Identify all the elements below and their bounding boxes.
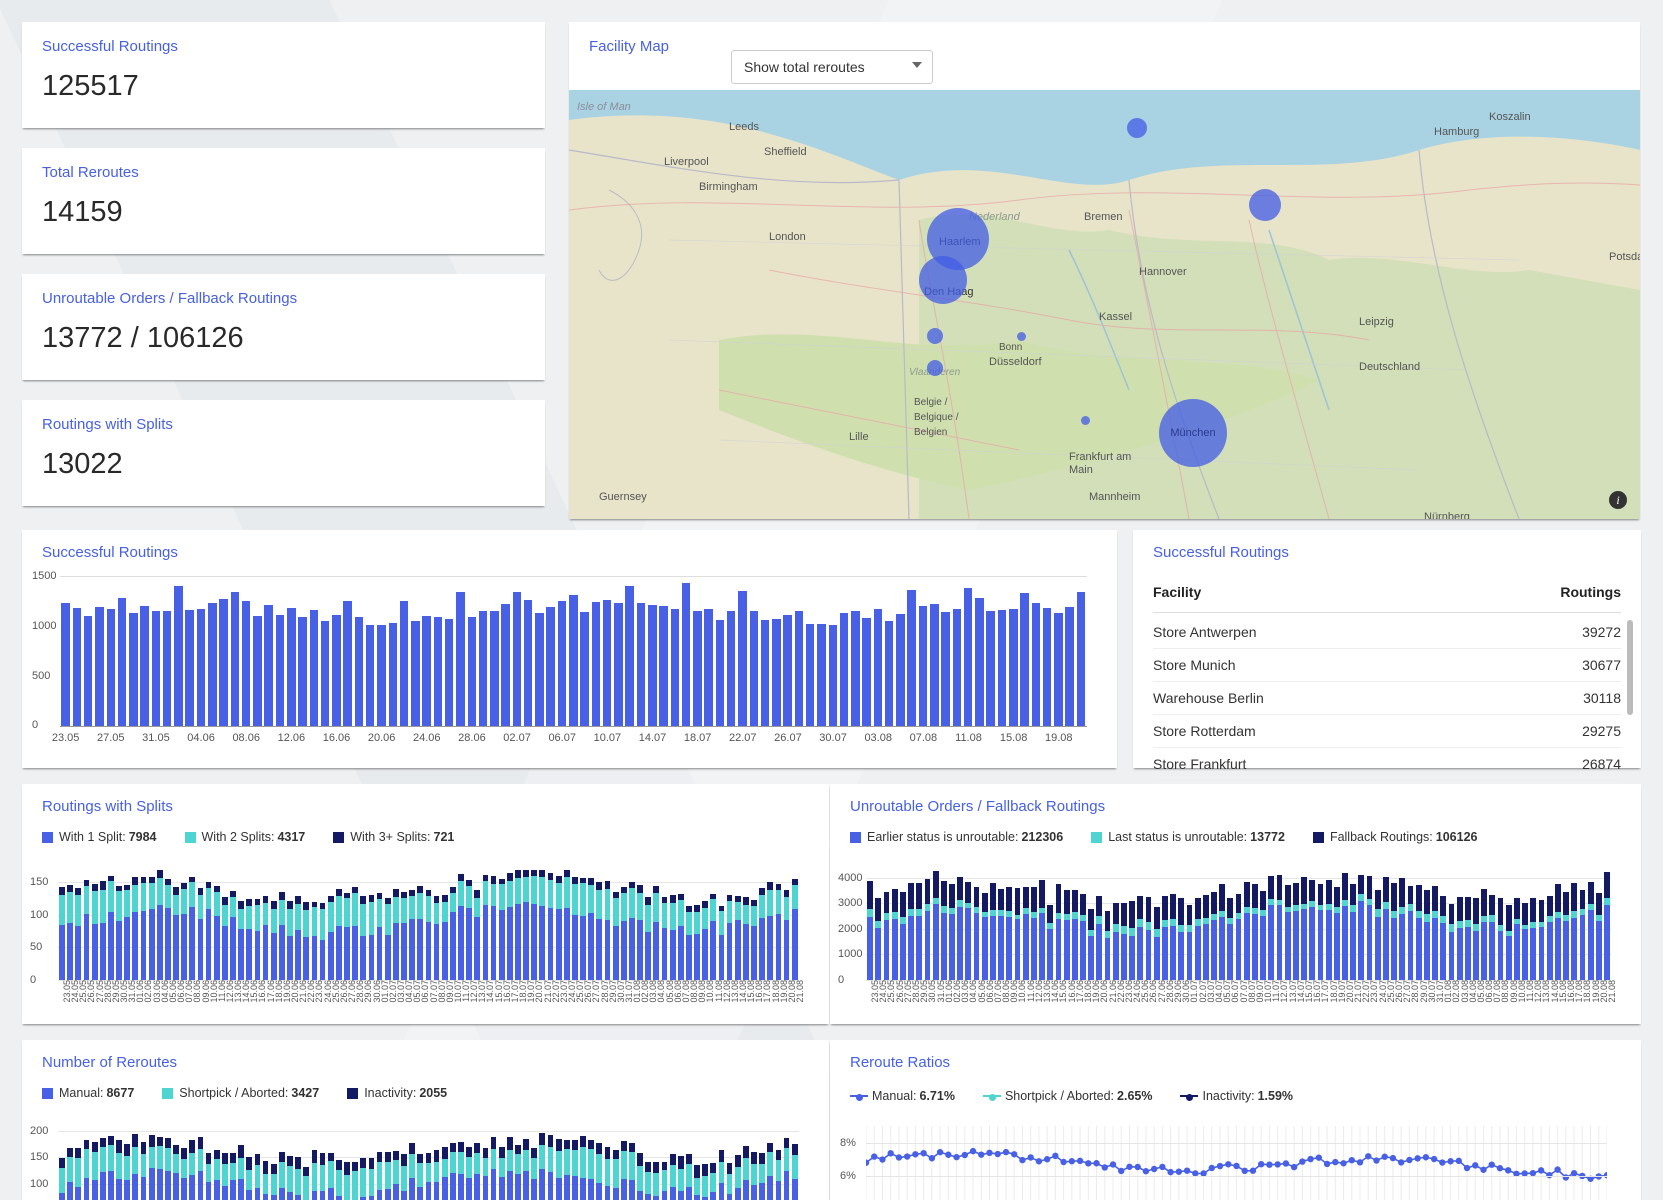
svg-text:Düsseldorf: Düsseldorf [989, 356, 1043, 368]
svg-text:Bremen: Bremen [1084, 211, 1123, 223]
svg-text:Bonn: Bonn [999, 342, 1022, 353]
svg-text:Hannover: Hannover [1139, 266, 1187, 278]
svg-text:Koszalin: Koszalin [1489, 111, 1531, 123]
svg-text:Deutschland: Deutschland [1359, 361, 1420, 373]
svg-text:Mannheim: Mannheim [1089, 491, 1140, 503]
svg-text:Lille: Lille [849, 431, 869, 443]
svg-text:Birmingham: Birmingham [699, 181, 758, 193]
svg-text:Sheffield: Sheffield [764, 146, 807, 158]
svg-text:Belgien: Belgien [914, 427, 947, 438]
svg-text:Hamburg: Hamburg [1434, 126, 1479, 138]
svg-text:Belgie /: Belgie / [914, 397, 948, 408]
svg-text:Liverpool: Liverpool [664, 156, 709, 168]
svg-text:Leeds: Leeds [729, 121, 759, 133]
svg-text:Kassel: Kassel [1099, 311, 1132, 323]
svg-text:Potsdam: Potsdam [1609, 251, 1640, 263]
svg-text:Frankfurt am: Frankfurt am [1069, 451, 1131, 463]
svg-text:Isle of Man: Isle of Man [577, 101, 631, 113]
svg-text:Guernsey: Guernsey [599, 491, 647, 503]
svg-text:Belgique /: Belgique / [914, 412, 959, 423]
svg-text:Leipzig: Leipzig [1359, 316, 1394, 328]
svg-text:Nürnberg: Nürnberg [1424, 511, 1470, 519]
svg-text:Main: Main [1069, 464, 1093, 476]
svg-text:London: London [769, 231, 806, 243]
